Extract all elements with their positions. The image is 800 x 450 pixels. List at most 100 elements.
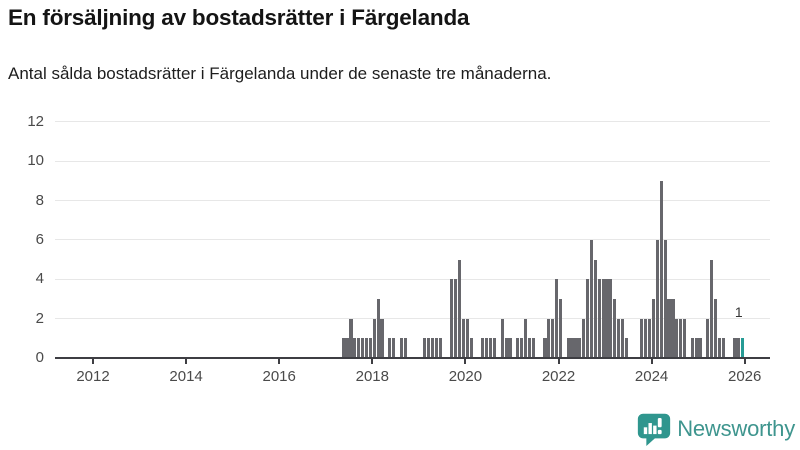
bar-2017-09 — [357, 338, 361, 358]
bar-2022-06 — [578, 338, 582, 358]
bar-2023-01 — [605, 279, 609, 358]
bar-2023-11 — [644, 318, 648, 358]
y-tick-label-4: 4 — [35, 270, 44, 288]
bar-2025-01 — [698, 338, 702, 358]
bar-2021-04 — [523, 318, 528, 358]
highlight-bar — [741, 338, 745, 358]
bar-2018-09 — [403, 338, 407, 358]
bar-2020-06 — [485, 338, 489, 358]
bar-2020-01 — [465, 318, 469, 358]
bar-2020-12 — [508, 338, 512, 358]
bar-2024-12 — [694, 338, 698, 358]
y-tick-label-0: 0 — [35, 349, 44, 366]
bar-2024-06 — [671, 298, 675, 358]
bar-2022-01 — [558, 298, 563, 358]
y-tick-label-2: 2 — [35, 309, 44, 327]
x-tick-2016 — [278, 359, 281, 364]
bar-2024-11 — [690, 338, 694, 358]
bar-2019-05 — [434, 338, 438, 358]
bar-2021-06 — [531, 338, 535, 358]
bar-2019-11 — [457, 259, 462, 358]
x-tick-label-2012: 2012 — [76, 368, 110, 385]
bar-2019-02 — [423, 338, 427, 358]
bar-2021-12 — [554, 279, 559, 358]
y-tick-label-8: 8 — [35, 191, 44, 209]
bar-2025-10 — [733, 338, 737, 358]
bar-2019-09 — [450, 279, 454, 358]
bar-2020-10 — [500, 318, 504, 358]
bar-2020-11 — [504, 338, 508, 358]
bar-2017-11 — [364, 338, 369, 358]
bar-2023-12 — [648, 318, 652, 358]
newsworthy-logo-text: Newsworthy — [677, 416, 795, 441]
bar-2023-03 — [613, 298, 617, 358]
bar-2020-07 — [489, 338, 493, 358]
bar-2019-04 — [430, 338, 434, 358]
bar-2020-02 — [469, 338, 473, 358]
y-gridline — [55, 278, 770, 280]
bar-2020-08 — [492, 338, 497, 358]
x-tick-label-2026: 2026 — [728, 368, 762, 385]
x-tick-2026 — [743, 359, 746, 364]
chart-subtitle: Antal sålda bostadsrätter i Färgelanda u… — [8, 64, 552, 83]
newsworthy-logo[interactable]: Newsworthy — [637, 412, 795, 446]
bar-2024-05 — [667, 298, 671, 358]
bar-2022-05 — [574, 338, 578, 358]
bar-2024-08 — [679, 318, 683, 358]
bar-2023-02 — [609, 279, 613, 358]
bar-2022-03 — [566, 338, 570, 358]
bar-2021-11 — [551, 318, 555, 358]
x-tick-label-2018: 2018 — [355, 368, 389, 385]
bar-2024-07 — [675, 318, 679, 358]
bar-2025-05 — [714, 298, 718, 358]
bar-2017-12 — [368, 338, 372, 358]
bar-2025-03 — [706, 318, 710, 358]
bar-2018-02 — [376, 298, 380, 358]
bar-2021-09 — [543, 338, 547, 358]
x-tick-label-2020: 2020 — [448, 368, 483, 385]
bar-2023-10 — [640, 318, 644, 358]
x-axis-line — [55, 357, 770, 359]
bar-2023-04 — [617, 318, 621, 358]
bar-2018-03 — [380, 318, 384, 358]
y-tick-label-6: 6 — [35, 230, 44, 248]
bar-2022-10 — [593, 259, 597, 358]
bar-2018-08 — [399, 338, 403, 358]
bar-2021-03 — [520, 338, 524, 358]
bar-2017-06 — [345, 338, 349, 358]
bar-2025-04 — [710, 259, 714, 358]
bar-2018-06 — [392, 338, 396, 358]
bar-2024-01 — [651, 298, 656, 358]
bar-2017-08 — [353, 338, 357, 358]
y-gridline — [55, 121, 770, 123]
x-tick-label-2016: 2016 — [262, 368, 296, 385]
x-tick-2018 — [371, 359, 374, 364]
bar-2024-09 — [682, 318, 687, 358]
bar-2024-04 — [663, 239, 667, 358]
bar-2018-01 — [372, 318, 376, 358]
bar-2017-05 — [341, 338, 345, 358]
bar-2021-02 — [516, 338, 520, 358]
bar-2022-11 — [597, 279, 601, 358]
bar-2025-06 — [717, 338, 722, 358]
y-gridline — [55, 239, 770, 241]
bar-chart-speech-bubble-icon — [637, 412, 671, 446]
bar-2022-09 — [589, 239, 594, 358]
bar-2018-05 — [388, 338, 392, 358]
bar-2020-05 — [481, 338, 485, 358]
x-tick-label-2022: 2022 — [541, 368, 576, 385]
chart-title: En försäljning av bostadsrätter i Färgel… — [8, 5, 470, 30]
y-tick-label-12: 12 — [27, 112, 44, 130]
bar-2025-07 — [721, 338, 725, 358]
bar-2022-04 — [570, 338, 574, 358]
x-tick-label-2024: 2024 — [634, 368, 669, 385]
bar-2019-03 — [426, 338, 431, 358]
x-tick-2014 — [185, 359, 188, 364]
bar-2021-05 — [527, 338, 531, 358]
bar-2017-07 — [349, 318, 353, 358]
bar-2025-11 — [737, 338, 741, 358]
x-tick-2012 — [92, 359, 94, 364]
bar-2021-10 — [547, 318, 551, 358]
